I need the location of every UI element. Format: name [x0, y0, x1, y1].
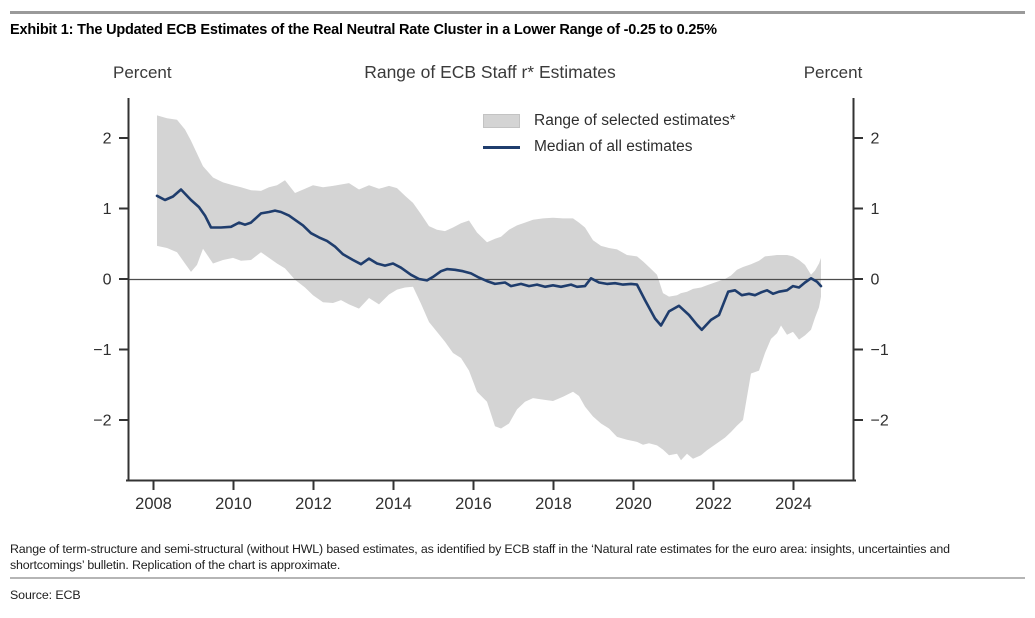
y-tick-label-right: −2 [871, 413, 889, 430]
range-band-area [157, 115, 821, 461]
x-tick-label: 2020 [615, 495, 652, 513]
x-tick-label: 2018 [535, 495, 572, 513]
x-tick-label: 2022 [695, 495, 732, 513]
page-title: Exhibit 1: The Updated ECB Estimates of … [10, 22, 717, 38]
y-tick-label-right: 2 [871, 131, 880, 148]
legend-label-median: Median of all estimates [534, 138, 693, 155]
x-tick-label: 2012 [295, 495, 332, 513]
chart-legend: Range of selected estimates* Median of a… [483, 108, 736, 160]
median-line [155, 188, 823, 332]
x-tick-label: 2014 [375, 495, 412, 513]
top-divider [10, 11, 1025, 14]
range-band-swatch [483, 114, 520, 128]
x-tick-label: 2010 [215, 495, 252, 513]
y-tick-label-right: 1 [871, 201, 880, 218]
legend-label-range: Range of selected estimates* [534, 112, 736, 129]
y-tick-label-left: 1 [103, 201, 112, 218]
y-tick-label-right: −1 [871, 342, 889, 359]
x-tick-label: 2016 [455, 495, 492, 513]
footnote-divider [10, 577, 1025, 579]
y-tick-label-left: −2 [93, 413, 111, 430]
x-tick-label: 2024 [775, 495, 812, 513]
legend-item-median: Median of all estimates [483, 134, 736, 160]
y-tick-label-left: −1 [93, 342, 111, 359]
right-axis-unit-label: Percent [803, 63, 863, 82]
chart-title: Range of ECB Staff r* Estimates [364, 62, 616, 82]
footnote-text: Range of term-structure and semi-structu… [10, 542, 950, 572]
left-axis-unit-label: Percent [113, 63, 172, 82]
source-text: Source: ECB [10, 588, 81, 602]
median-line-swatch [483, 145, 520, 149]
x-tick-label: 2008 [135, 495, 172, 513]
y-tick-label-right: 0 [871, 272, 880, 289]
legend-item-range: Range of selected estimates* [483, 108, 736, 134]
y-tick-label-left: 0 [103, 272, 112, 289]
y-tick-label-left: 2 [103, 131, 112, 148]
